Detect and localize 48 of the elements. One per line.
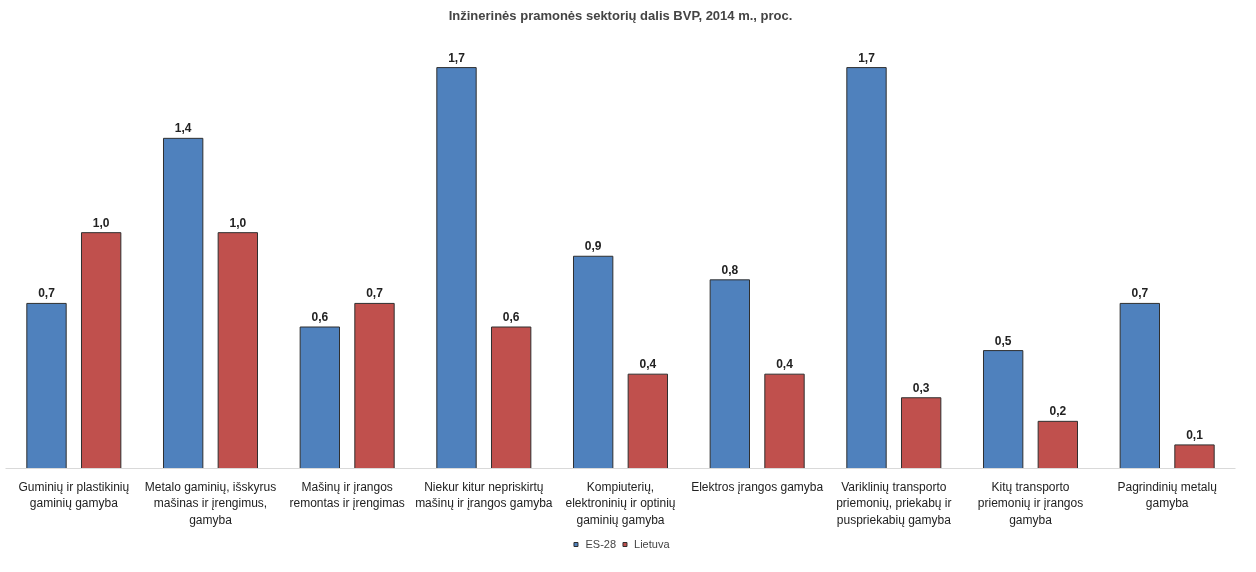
- bar: [846, 67, 887, 469]
- bar: [627, 373, 669, 469]
- bar: [26, 302, 67, 469]
- data-label: 0,5: [994, 333, 1012, 348]
- bar: [1174, 444, 1215, 469]
- bar: [162, 137, 204, 469]
- bar: [572, 255, 614, 469]
- data-label: 1,7: [448, 50, 466, 65]
- bar: [80, 232, 122, 469]
- legend-label: ES-28: [585, 538, 617, 550]
- legend-label: Lietuva: [634, 538, 670, 550]
- x-tick-label: Metalo gaminių, išskyrus mašinas ir įrengimus, gamyba: [144, 479, 277, 528]
- data-label: 1,0: [229, 215, 247, 230]
- bar: [436, 67, 477, 469]
- bar: [709, 279, 751, 469]
- data-label: 0,4: [776, 357, 794, 372]
- data-label: 0,4: [639, 357, 657, 372]
- bar: [1119, 302, 1161, 469]
- data-label: 0,2: [1049, 404, 1067, 419]
- bar: [490, 326, 532, 469]
- data-label: 0,6: [311, 310, 329, 324]
- x-tick-label: Pagrindinių metalų gamyba: [1117, 479, 1218, 511]
- bar: [900, 397, 942, 469]
- data-label: 1,7: [858, 50, 876, 65]
- data-label: 0,3: [912, 380, 930, 395]
- chart-title: Inžinerinės pramonės sektorių dalis BVP, 2014 m., proc.: [448, 7, 793, 23]
- data-label: 0,7: [1131, 286, 1149, 301]
- data-label: 0,7: [366, 286, 384, 301]
- bar: [217, 232, 259, 469]
- x-tick-label: Kompiuterių, elektroninių ir optinių gaminių gamyba: [565, 479, 676, 528]
- x-tick-label: Elektros įrangos gamyba: [691, 479, 824, 494]
- data-label: 1,4: [174, 121, 192, 136]
- bar: [299, 326, 341, 469]
- x-tick-label: Guminių ir plastikinių gaminių gamyba: [18, 479, 130, 511]
- bar: [764, 373, 805, 469]
- x-tick-label: Variklinių transporto priemonių, priekabų ir puspriekabių gamyba: [836, 479, 952, 528]
- data-label: 0,6: [502, 310, 520, 324]
- x-tick-label: Kitų transporto priemonių ir įrangos gamyba: [977, 479, 1084, 528]
- x-tick-label: Niekur kitur nepriskirtų mašinų ir įrangos gamyba: [415, 479, 553, 511]
- data-label: 0,8: [721, 262, 739, 277]
- data-label: 0,9: [584, 239, 602, 254]
- bar: [1037, 420, 1079, 469]
- x-tick-label: Mašinų ir įrangos remontas ir įrengimas: [289, 479, 405, 511]
- bar: [354, 302, 395, 469]
- data-label: 0,1: [1186, 427, 1204, 442]
- data-label: 1,0: [92, 215, 110, 230]
- bar: [982, 350, 1024, 469]
- data-label: 0,7: [38, 286, 56, 301]
